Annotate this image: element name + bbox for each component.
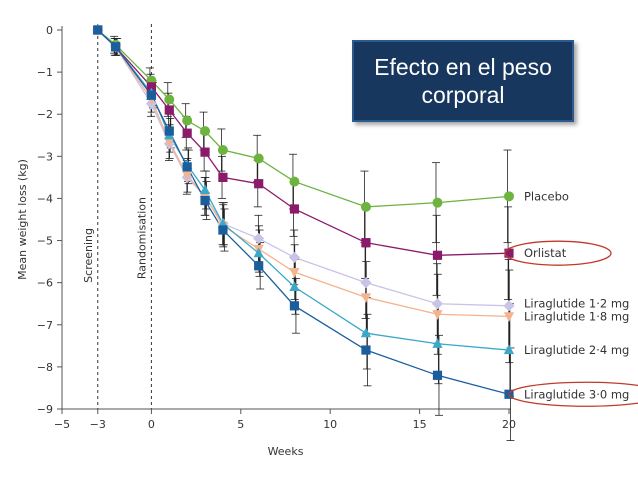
title-box: Efecto en el peso corporal	[352, 40, 574, 122]
y-tick-label: −5	[37, 235, 53, 248]
y-tick-label: −3	[37, 150, 53, 163]
data-point-liraglutide-1-2-mg	[503, 300, 515, 312]
data-point-liraglutide-1-8-mg	[360, 293, 372, 304]
y-tick-label: −4	[37, 192, 53, 205]
data-point-liraglutide-2-4-mg	[432, 338, 443, 348]
data-point-placebo	[504, 191, 514, 202]
y-tick-label: −8	[37, 361, 53, 374]
data-point-orlistat	[146, 82, 156, 92]
data-point-liraglutide-2-4-mg	[360, 327, 372, 338]
data-point-liraglutide-1-8-mg	[503, 312, 515, 322]
data-point-liraglutide-3-0-mg	[200, 195, 210, 206]
y-axis-title: Mean weight loss (kg)	[16, 159, 29, 280]
data-point-liraglutide-3-0-mg	[361, 345, 371, 355]
data-point-liraglutide-3-0-mg	[146, 90, 156, 100]
legend-label-liraglutide-3-0-mg: Liraglutide 3·0 mg	[524, 387, 629, 401]
legend-label-liraglutide-1-2-mg: Liraglutide 1·2 mg	[524, 297, 629, 311]
y-tick-label: 0	[46, 24, 53, 37]
data-point-liraglutide-3-0-mg	[111, 42, 121, 52]
data-point-liraglutide-3-0-mg	[93, 25, 103, 35]
series-line-orlistat	[97, 29, 510, 256]
y-tick-label: −2	[37, 108, 53, 121]
data-point-liraglutide-2-4-mg	[289, 281, 300, 291]
data-point-placebo	[200, 126, 211, 137]
phase-label: Screening	[82, 228, 95, 283]
data-point-placebo	[360, 201, 371, 212]
x-tick-label: −5	[54, 418, 70, 431]
series-line-liraglutide-1-8-mg	[97, 29, 510, 318]
data-point-liraglutide-3-0-mg	[164, 126, 174, 136]
data-point-orlistat	[182, 128, 192, 138]
legend-label-liraglutide-1-8-mg: Liraglutide 1·8 mg	[524, 309, 629, 323]
series-line-liraglutide-2-4-mg	[97, 29, 510, 351]
legend-label-orlistat: Orlistat	[524, 246, 567, 260]
series-line-placebo	[97, 29, 510, 208]
reference-lines: Screening Randomisation	[82, 24, 152, 409]
x-tick-label: 20	[502, 418, 516, 431]
legend-label-placebo: Placebo	[524, 189, 569, 203]
data-point-liraglutide-1-2-mg	[431, 298, 444, 310]
data-point-liraglutide-2-4-mg	[253, 247, 264, 258]
data-point-liraglutide-3-0-mg	[182, 162, 192, 172]
highlight-ellipse	[508, 381, 638, 407]
data-point-orlistat	[432, 250, 443, 260]
x-tick-label: 15	[413, 418, 427, 431]
data-point-liraglutide-3-0-mg	[432, 370, 443, 380]
data-point-orlistat	[254, 179, 264, 189]
data-point-placebo	[432, 197, 443, 208]
axes: 0−1−2−3−4−5−6−7−8−9−5 −3 0 5 10 15 20	[37, 24, 516, 431]
data-point-liraglutide-3-0-mg	[289, 301, 300, 311]
data-point-orlistat	[361, 238, 371, 248]
x-tick-label: 10	[323, 418, 337, 431]
highlight-ellipse	[504, 240, 612, 266]
data-point-orlistat	[504, 248, 514, 258]
data-point-placebo	[217, 145, 228, 156]
data-point-liraglutide-3-0-mg	[218, 225, 228, 235]
data-point-placebo	[253, 153, 264, 164]
data-point-liraglutide-1-2-mg	[360, 277, 372, 289]
data-point-liraglutide-2-4-mg	[503, 344, 515, 355]
data-point-orlistat	[289, 204, 300, 214]
data-point-liraglutide-1-2-mg	[253, 232, 265, 245]
data-point-placebo	[182, 115, 193, 126]
y-tick-label: −7	[37, 319, 53, 332]
data-point-liraglutide-1-8-mg	[164, 137, 175, 148]
data-point-liraglutide-1-8-mg	[432, 310, 443, 320]
x-axis-title: Weeks	[268, 445, 304, 458]
y-tick-label: −9	[37, 403, 53, 416]
legend-label-liraglutide-2-4-mg: Liraglutide 2·4 mg	[524, 343, 629, 357]
phase-label: Randomisation	[135, 197, 148, 279]
y-tick-label: −6	[37, 277, 53, 290]
data-point-placebo	[164, 94, 175, 105]
data-point-placebo	[289, 176, 300, 187]
data-point-orlistat	[200, 147, 210, 157]
data-point-liraglutide-1-8-mg	[289, 268, 300, 278]
data-point-orlistat	[164, 105, 174, 115]
data-point-liraglutide-2-4-mg	[199, 184, 211, 195]
data-point-liraglutide-1-2-mg	[288, 251, 301, 263]
x-tick-label: −3	[90, 418, 106, 431]
x-tick-label: 0	[148, 418, 155, 431]
data-point-liraglutide-2-4-mg	[217, 218, 229, 228]
data-point-orlistat	[218, 172, 228, 182]
series-line-liraglutide-3-0-mg	[97, 29, 510, 395]
y-tick-label: −1	[37, 66, 53, 79]
data-point-liraglutide-1-8-mg	[182, 171, 193, 181]
series-lines	[97, 29, 510, 395]
data-point-liraglutide-3-0-mg	[254, 261, 264, 271]
chart-title: Efecto en el peso corporal	[374, 54, 552, 108]
x-tick-label: 5	[237, 418, 244, 431]
